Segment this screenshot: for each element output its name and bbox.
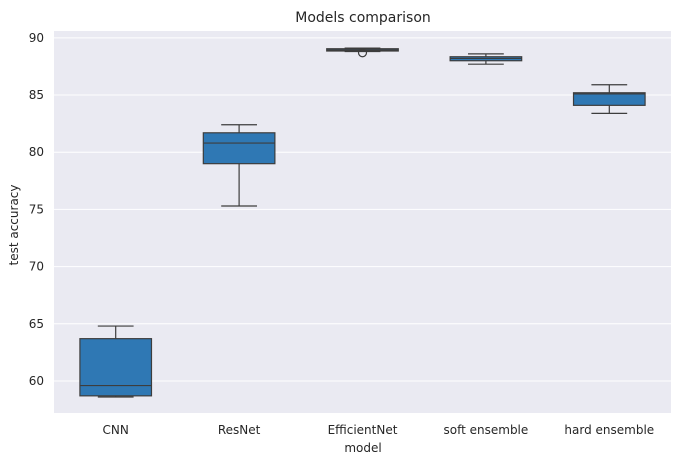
y-tick-label-75: 75 [29,202,44,216]
x-axis-ticks: CNN ResNet EfficientNet soft ensemble hard e… [103,423,655,437]
chart-title: Models comparison [295,10,431,26]
x-tick-label-efficientnet: EfficientNet [328,423,398,437]
y-tick-label-90: 90 [29,31,44,45]
y-tick-label-60: 60 [29,374,44,388]
y-tick-label-65: 65 [29,317,44,331]
y-axis-ticks: 60 65 70 75 80 85 90 [29,31,44,388]
x-tick-label-resnet: ResNet [218,423,261,437]
y-tick-label-85: 85 [29,88,44,102]
outlier-efficientnet-0 [357,48,368,58]
x-tick-label-hard-ensemble: hard ensemble [564,423,654,437]
iqr-box-cnn [79,338,153,397]
grid-lines [54,37,671,382]
box-efficientnet [326,47,399,58]
x-axis-label: model [344,441,381,455]
boxes [79,47,646,398]
box-soft-ensemble [449,53,523,65]
iqr-box-resnet [202,132,276,165]
x-tick-label-soft-ensemble: soft ensemble [444,423,529,437]
box-resnet [202,124,276,207]
y-axis-label: test accuracy [7,185,21,266]
box-hard-ensemble [572,84,646,114]
box-cnn [79,325,153,398]
y-tick-label-80: 80 [29,145,44,159]
x-tick-label-cnn: CNN [103,423,129,437]
y-tick-label-70: 70 [29,260,44,274]
iqr-box-hard-ensemble [572,92,646,106]
